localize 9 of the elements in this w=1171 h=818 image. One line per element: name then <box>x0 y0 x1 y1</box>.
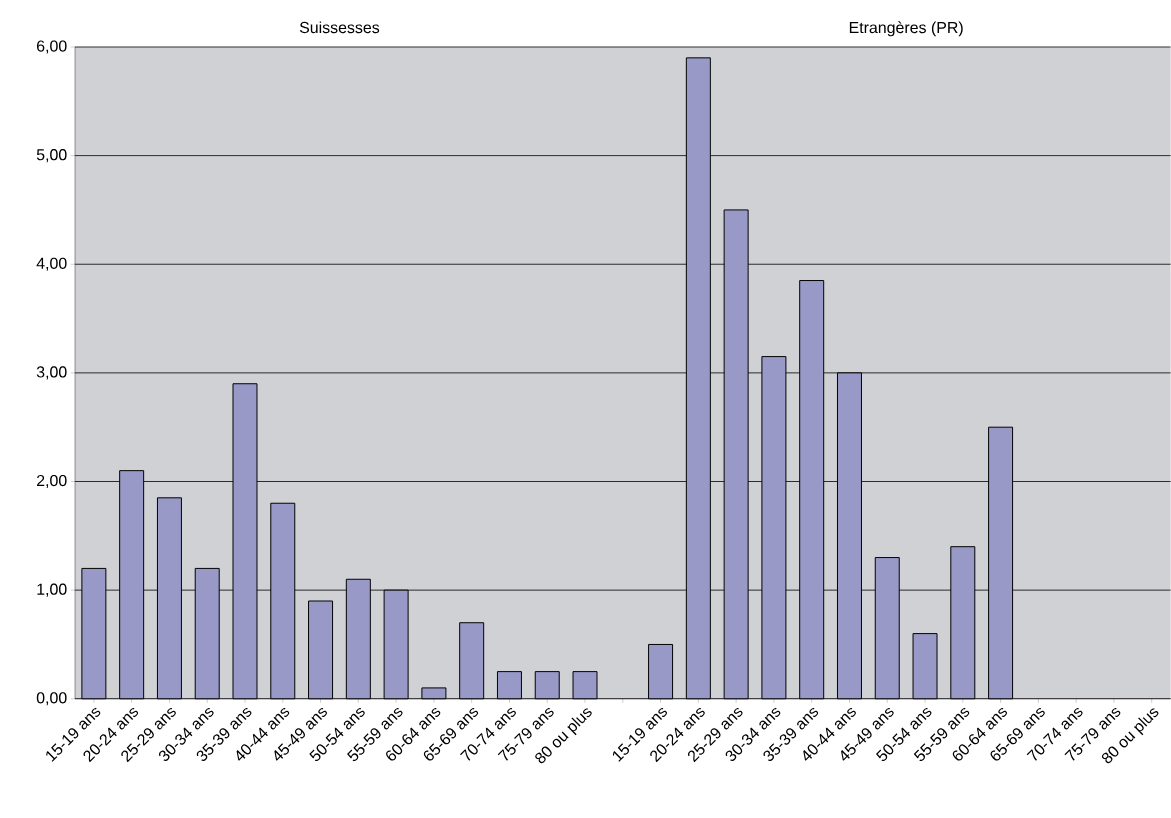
y-tick-label: 6,00 <box>37 40 67 54</box>
text: Suissesses <box>299 21 380 34</box>
y-tick-label: 1,00 <box>37 583 67 597</box>
y-tick-label: 2,00 <box>37 475 67 489</box>
y-tick-label: 4,00 <box>36 257 67 271</box>
y-tick-label: 0,00 <box>36 692 67 706</box>
y-tick-label: 3,00 <box>36 366 67 380</box>
text: Etrangères (PR) <box>849 21 963 37</box>
y-tick-label: 5,00 <box>36 149 67 163</box>
